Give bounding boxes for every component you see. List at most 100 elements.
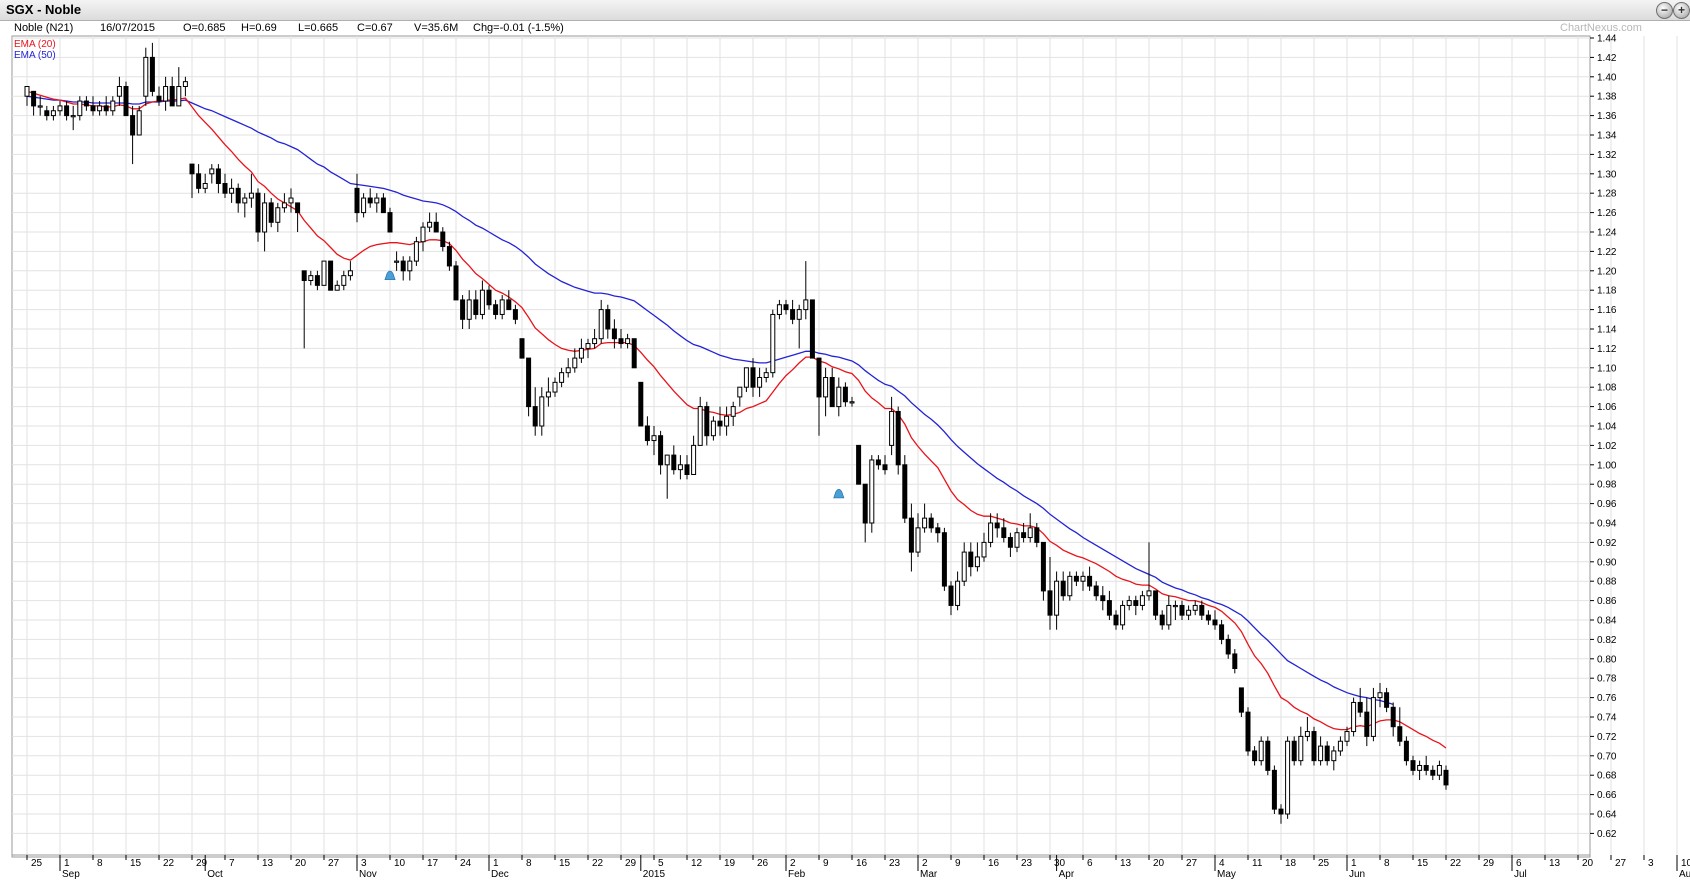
candle <box>842 382 848 407</box>
candle-body-up <box>974 556 980 568</box>
candle <box>664 454 670 499</box>
x-tick-label: 2 <box>922 858 928 869</box>
candle <box>222 173 228 199</box>
candle-body-up <box>545 391 551 398</box>
candle-body-down <box>1106 600 1112 616</box>
candle <box>1225 634 1231 659</box>
candle <box>915 513 921 557</box>
minimize-circle-icon[interactable]: − <box>1656 2 1673 19</box>
candle <box>526 357 532 417</box>
candle-body-down <box>882 464 888 471</box>
candle <box>1278 804 1284 824</box>
candle-body-down <box>783 304 789 311</box>
candle <box>446 241 452 271</box>
x-tick-label: 8 <box>526 858 532 869</box>
candle <box>638 381 644 427</box>
candle <box>809 299 815 359</box>
y-tick-label: 1.20 <box>1597 266 1617 277</box>
maximize-circle-icon[interactable]: + <box>1673 2 1690 19</box>
candle <box>869 455 875 533</box>
candle <box>427 212 433 232</box>
candle-body-up <box>1139 595 1145 606</box>
x-tick-label: 15 <box>559 858 571 869</box>
candle <box>321 260 327 286</box>
candle <box>512 304 518 325</box>
candle-body-down <box>611 328 617 340</box>
y-tick-label: 1.02 <box>1597 441 1617 452</box>
candle <box>1219 620 1225 645</box>
candle <box>1443 765 1449 790</box>
candle <box>724 406 730 436</box>
candle-body-up <box>1172 604 1178 608</box>
candle <box>1172 600 1178 620</box>
candle <box>453 261 459 301</box>
candle-body-down <box>1047 590 1053 616</box>
candle-body-down <box>638 381 644 427</box>
candle <box>532 387 538 436</box>
candle-body-up <box>334 284 340 291</box>
y-tick-label: 1.42 <box>1597 53 1617 64</box>
candle <box>255 188 261 242</box>
x-tick-label: 20 <box>1153 858 1165 869</box>
month-label: Sep <box>62 869 80 880</box>
candle <box>1080 571 1086 591</box>
candle-body-down <box>658 435 664 466</box>
candle-body-down <box>1245 711 1251 752</box>
candle <box>1291 736 1297 766</box>
candle <box>1417 760 1423 781</box>
candle-body-up <box>1166 604 1172 626</box>
candle <box>757 367 763 397</box>
candle <box>1304 717 1310 742</box>
candle-body-up <box>1014 532 1020 548</box>
y-tick-label: 1.32 <box>1597 150 1617 161</box>
candle-body-down <box>433 221 439 233</box>
x-tick-label: 2 <box>790 858 796 869</box>
candle <box>215 164 221 194</box>
candle <box>1245 707 1251 756</box>
x-tick-label: 27 <box>1615 858 1627 869</box>
x-tick-label: 16 <box>856 858 868 869</box>
y-tick-label: 1.22 <box>1597 247 1617 258</box>
candle <box>1040 541 1046 601</box>
candle-body-up <box>915 527 921 553</box>
candle-body-up <box>341 275 347 286</box>
candle <box>1001 518 1007 543</box>
candle-body-down <box>1271 769 1277 810</box>
candle-body-up <box>922 517 928 529</box>
candle-body-down <box>380 197 386 214</box>
candle-body-down <box>1040 541 1046 592</box>
x-tick-label: 13 <box>1120 858 1132 869</box>
candle-body-down <box>473 299 479 315</box>
candles <box>24 42 1449 824</box>
candle-body-down <box>1212 619 1218 626</box>
candle-body-down <box>908 517 914 553</box>
candle-body-down <box>895 410 901 466</box>
candle-body-down <box>493 304 499 315</box>
candle-body-down <box>1159 614 1165 626</box>
candle <box>1423 755 1429 776</box>
candle-body-up <box>803 299 809 311</box>
y-tick-label: 1.16 <box>1597 305 1617 316</box>
candle-body-up <box>651 435 657 442</box>
candle <box>1166 595 1172 630</box>
y-tick-label: 0.64 <box>1597 810 1617 821</box>
candle <box>361 193 367 218</box>
candle <box>1060 571 1066 601</box>
candle <box>400 256 406 281</box>
candle-body-down <box>842 386 848 403</box>
candle <box>823 367 829 417</box>
candle <box>961 542 967 587</box>
x-tick-label: 9 <box>955 858 961 869</box>
candle <box>31 90 37 116</box>
candle <box>625 333 631 349</box>
x-tick-label: 24 <box>460 858 472 869</box>
candle-body-down <box>486 289 492 306</box>
candle-body-up <box>50 110 56 117</box>
candle-body-down <box>862 483 868 524</box>
month-label: Feb <box>788 869 806 880</box>
candle-body-up <box>1285 740 1291 815</box>
candle <box>955 571 961 611</box>
open-label: O=0.685 <box>183 22 226 34</box>
month-label: Apr <box>1059 869 1075 880</box>
